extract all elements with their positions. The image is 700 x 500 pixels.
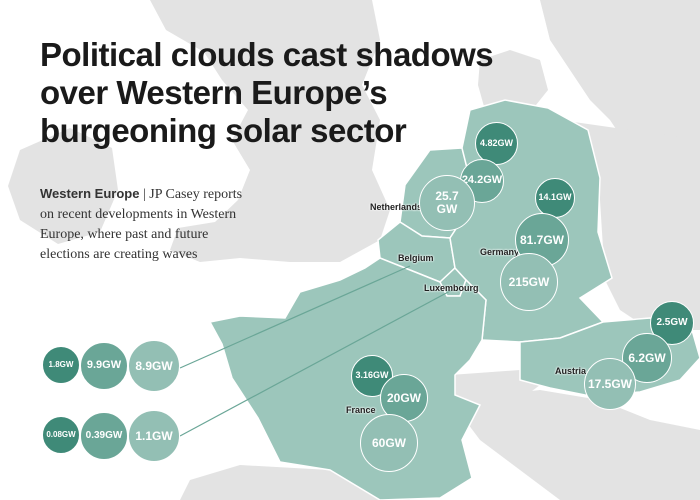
switzerland-landmass [450, 370, 540, 405]
intro-paragraph: Western Europe | JP Casey reports on rec… [40, 184, 255, 265]
country-label-germany: Germany [480, 247, 520, 257]
country-label-luxembourg: Luxembourg [424, 283, 479, 293]
intro-region: Western Europe [40, 186, 140, 201]
country-label-austria: Austria [555, 366, 587, 376]
luxembourg-bubble-2: 0.39GW [80, 412, 128, 460]
netherlands-bubble-3: 25.7 GW [419, 175, 475, 231]
netherlands-bubble-1: 4.82GW [475, 122, 518, 165]
scandinavia-landmass [540, 0, 700, 170]
page-title: Political clouds cast shadows over Weste… [40, 36, 494, 149]
austria-bubble-3: 17.5GW [584, 358, 636, 410]
germany-bubble-3: 215GW [500, 253, 558, 311]
germany-bubble-2: 81.7GW [515, 213, 569, 267]
country-label-belgium: Belgium [398, 253, 434, 263]
uk-landmass [150, 0, 390, 262]
belgium-bubble-2: 9.9GW [80, 342, 128, 390]
belgium-bubble-1: 1.8GW [42, 346, 80, 384]
netherlands-bubble-2: 24.2GW [460, 159, 504, 203]
luxembourg-bubble-1: 0.08GW [42, 416, 80, 454]
belgium-bubble-3: 8.9GW [128, 340, 180, 392]
country-label-france: France [346, 405, 376, 415]
germany-bubble-1: 14.1GW [535, 178, 575, 218]
intro-text: JP Casey reports on recent developments … [40, 187, 243, 262]
italy-balkans-landmass [450, 390, 700, 500]
country-label-netherlands: Netherlands [370, 202, 423, 212]
luxembourg-bubble-3: 1.1GW [128, 410, 180, 462]
france-bubble-3: 60GW [360, 414, 418, 472]
intro-separator: | [142, 187, 146, 202]
ireland-landmass [8, 128, 118, 244]
